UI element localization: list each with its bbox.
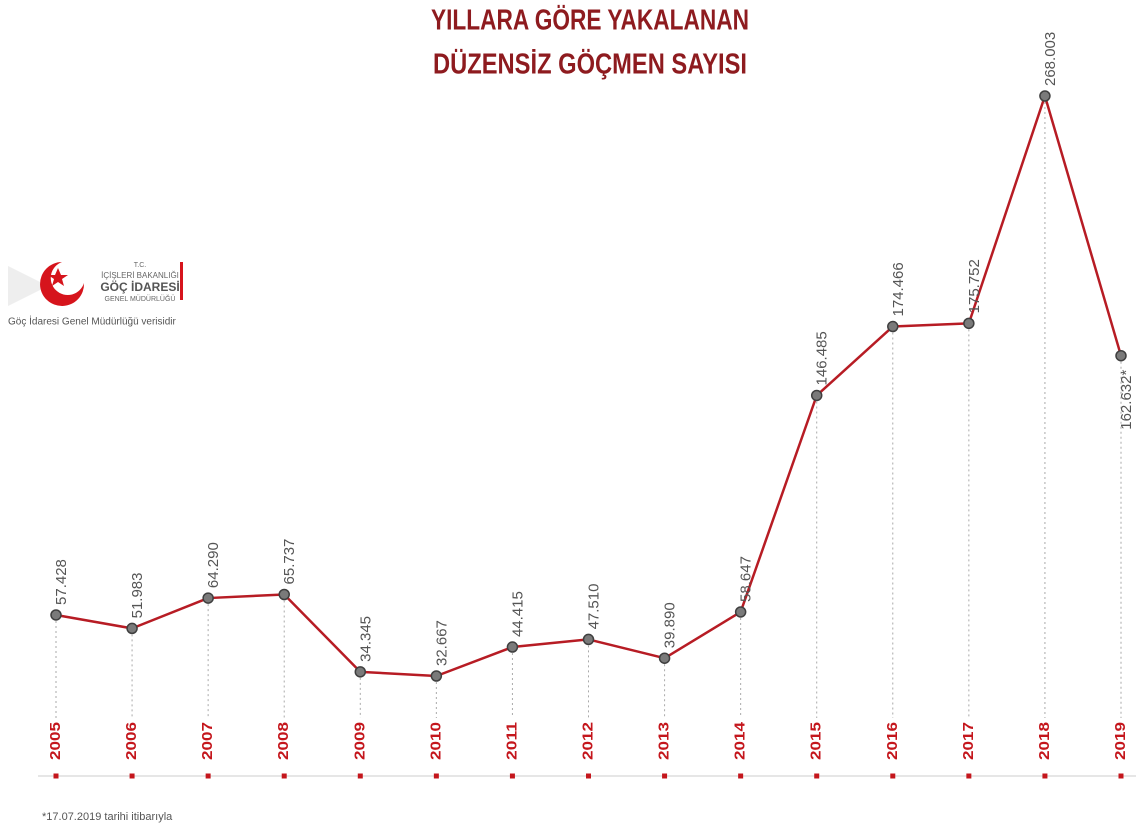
data-point	[430, 670, 443, 682]
data-point	[506, 641, 519, 653]
data-point	[354, 666, 367, 678]
x-tick-label: 2011	[503, 722, 520, 760]
data-label: 57.428	[53, 559, 70, 605]
x-tick	[205, 773, 211, 779]
x-tick-label: 2012	[579, 722, 596, 760]
data-point	[278, 588, 290, 601]
data-label: 44.415	[509, 591, 526, 637]
x-tick	[738, 773, 744, 779]
x-tick-label: 2016	[884, 722, 901, 760]
data-label: 175.752	[966, 259, 983, 313]
data-label: 39.890	[662, 602, 679, 648]
x-tick	[53, 773, 59, 779]
data-point	[1115, 349, 1127, 362]
x-tick	[662, 773, 668, 779]
logo-text: T.C.	[134, 262, 147, 269]
x-tick	[1042, 773, 1048, 779]
x-tick	[890, 773, 896, 779]
x-tick-label: 2014	[732, 721, 749, 760]
x-tick	[586, 773, 591, 779]
x-tick	[1118, 773, 1124, 779]
x-tick	[357, 773, 363, 779]
data-label: 34.345	[357, 616, 374, 662]
footnote: *17.07.2019 tarihi itibarıyla	[42, 811, 173, 823]
data-label: 47.510	[585, 584, 602, 630]
x-tick	[433, 773, 439, 779]
x-tick-label: 2007	[199, 722, 216, 760]
data-point	[734, 606, 747, 618]
x-tick	[129, 773, 135, 779]
data-label: 268.003	[1042, 32, 1059, 86]
x-tick-label: 2017	[960, 722, 977, 760]
logo-star	[48, 268, 68, 286]
data-label: 64.290	[205, 542, 222, 588]
x-tick-label: 2019	[1112, 722, 1129, 760]
logo-text: GÖÇ İDARESİ	[100, 279, 179, 294]
logo-shape	[8, 266, 48, 306]
data-point	[582, 633, 595, 646]
data-label: 146.485	[814, 331, 831, 385]
x-tick-label: 2009	[351, 722, 368, 760]
data-label: 174.466	[890, 262, 907, 316]
logo-text: İÇİŞLERİ BAKANLIĞI	[101, 271, 179, 280]
x-tick-label: 2006	[123, 722, 140, 760]
x-tick-label: 2018	[1036, 722, 1053, 760]
logo-crescent	[40, 262, 85, 306]
data-point	[50, 609, 62, 621]
x-tick	[281, 773, 287, 779]
data-label: 65.737	[281, 539, 298, 585]
x-tick-label: 2005	[47, 722, 64, 760]
data-point	[887, 320, 899, 333]
data-label: 162.632*	[1118, 370, 1135, 430]
data-point	[658, 652, 671, 664]
data-label: 51.983	[129, 573, 146, 619]
data-point	[1039, 90, 1051, 102]
logo: T.C. İÇİŞLERİ BAKANLIĞI GÖÇ İDARESİ GENE…	[8, 262, 183, 306]
x-tick	[509, 773, 515, 779]
x-tick-label: 2013	[656, 722, 673, 760]
x-tick-label: 2008	[275, 722, 292, 760]
logo-text: GENEL MÜDÜRLÜĞÜ	[105, 294, 176, 303]
chart-title: DÜZENSİZ GÖÇMEN SAYISI	[433, 48, 747, 81]
data-point	[963, 317, 975, 330]
data-point	[810, 389, 823, 402]
data-label: 58.647	[738, 556, 755, 602]
logo-bar	[180, 262, 183, 300]
data-point	[126, 622, 138, 635]
data-label: 32.667	[433, 620, 450, 666]
data-point	[202, 592, 214, 604]
x-tick	[966, 773, 972, 779]
source-note: Göç İdaresi Genel Müdürlüğü verisidir	[8, 315, 177, 328]
x-tick	[814, 773, 820, 779]
x-tick-label: 2015	[808, 722, 825, 760]
x-tick-label: 2010	[427, 722, 444, 760]
chart-title: YILLARA GÖRE YAKALANAN	[431, 4, 749, 37]
